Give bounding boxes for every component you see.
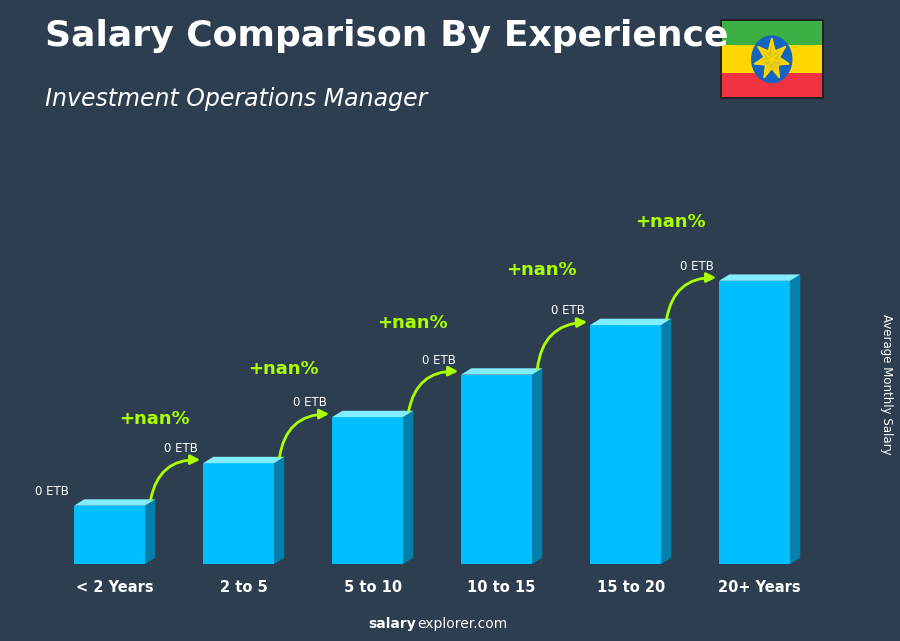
Text: Salary Comparison By Experience: Salary Comparison By Experience (45, 19, 728, 53)
Polygon shape (720, 19, 824, 99)
Text: 15 to 20: 15 to 20 (597, 580, 665, 595)
Polygon shape (755, 39, 788, 78)
Polygon shape (590, 325, 661, 564)
Polygon shape (274, 457, 284, 564)
Text: 2 to 5: 2 to 5 (220, 580, 267, 595)
Text: +nan%: +nan% (377, 314, 448, 332)
Polygon shape (722, 21, 822, 45)
Text: Investment Operations Manager: Investment Operations Manager (45, 87, 428, 110)
Text: 0 ETB: 0 ETB (293, 396, 327, 409)
Text: 0 ETB: 0 ETB (422, 353, 456, 367)
Text: 0 ETB: 0 ETB (35, 485, 69, 497)
Text: 20+ Years: 20+ Years (718, 580, 801, 595)
Polygon shape (461, 369, 543, 374)
Circle shape (752, 36, 792, 83)
Polygon shape (661, 319, 671, 564)
Polygon shape (722, 72, 822, 97)
Text: 5 to 10: 5 to 10 (344, 580, 401, 595)
Text: +nan%: +nan% (507, 261, 577, 279)
Polygon shape (203, 463, 274, 564)
Text: 0 ETB: 0 ETB (551, 304, 585, 317)
Text: Average Monthly Salary: Average Monthly Salary (880, 314, 893, 455)
Text: 0 ETB: 0 ETB (164, 442, 198, 455)
Text: +nan%: +nan% (120, 410, 190, 428)
Polygon shape (74, 499, 156, 506)
Text: +nan%: +nan% (248, 360, 319, 378)
Text: 0 ETB: 0 ETB (680, 260, 714, 272)
Polygon shape (332, 411, 413, 417)
Polygon shape (722, 45, 822, 72)
Polygon shape (461, 374, 532, 564)
Text: < 2 Years: < 2 Years (76, 580, 154, 595)
Polygon shape (532, 369, 543, 564)
Text: +nan%: +nan% (635, 213, 706, 231)
Polygon shape (332, 417, 403, 564)
Polygon shape (719, 281, 790, 564)
Polygon shape (719, 274, 800, 281)
Text: salary: salary (368, 617, 416, 631)
Text: 10 to 15: 10 to 15 (467, 580, 536, 595)
Polygon shape (203, 457, 284, 463)
Polygon shape (145, 499, 156, 564)
Polygon shape (590, 319, 671, 325)
Polygon shape (403, 411, 413, 564)
Polygon shape (74, 506, 145, 564)
Text: explorer.com: explorer.com (418, 617, 508, 631)
Polygon shape (790, 274, 800, 564)
